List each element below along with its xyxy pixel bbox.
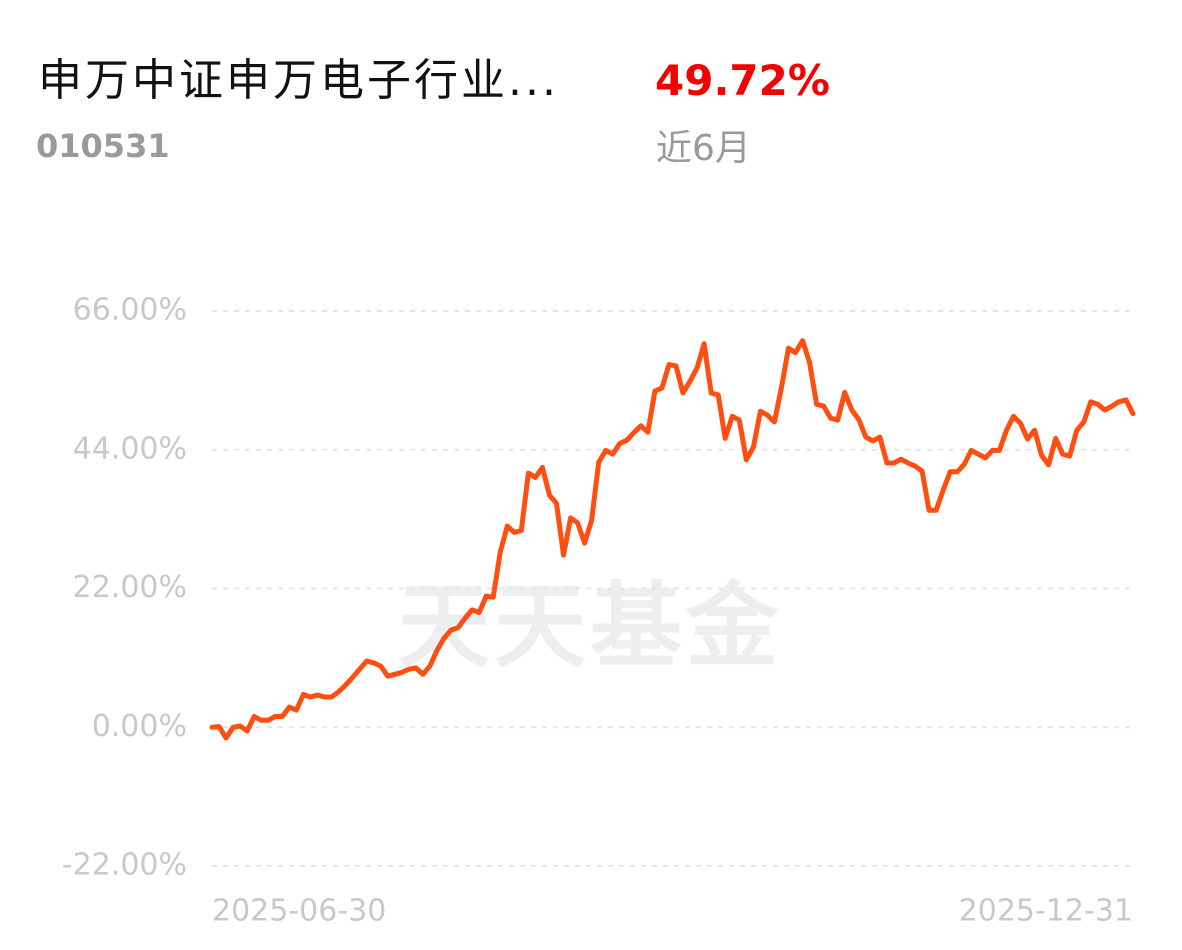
y-tick-label: 44.00% (73, 431, 187, 466)
line (209, 338, 1136, 741)
y-tick-label: -22.00% (62, 848, 187, 883)
fund-title: 申万中证申万电子行业... (38, 55, 559, 106)
return-period: 近6月 (656, 128, 751, 169)
y-tick-label: 22.00% (73, 570, 187, 605)
y-tick-label: 66.00% (73, 293, 187, 328)
x-tick-label: 2025-06-30 (212, 894, 386, 929)
fund-return: 49.72% (655, 56, 830, 105)
fund-code: 010531 (36, 127, 170, 165)
y-tick-label: 0.00% (92, 709, 187, 744)
x-tick-label: 2025-12-31 (959, 894, 1133, 929)
